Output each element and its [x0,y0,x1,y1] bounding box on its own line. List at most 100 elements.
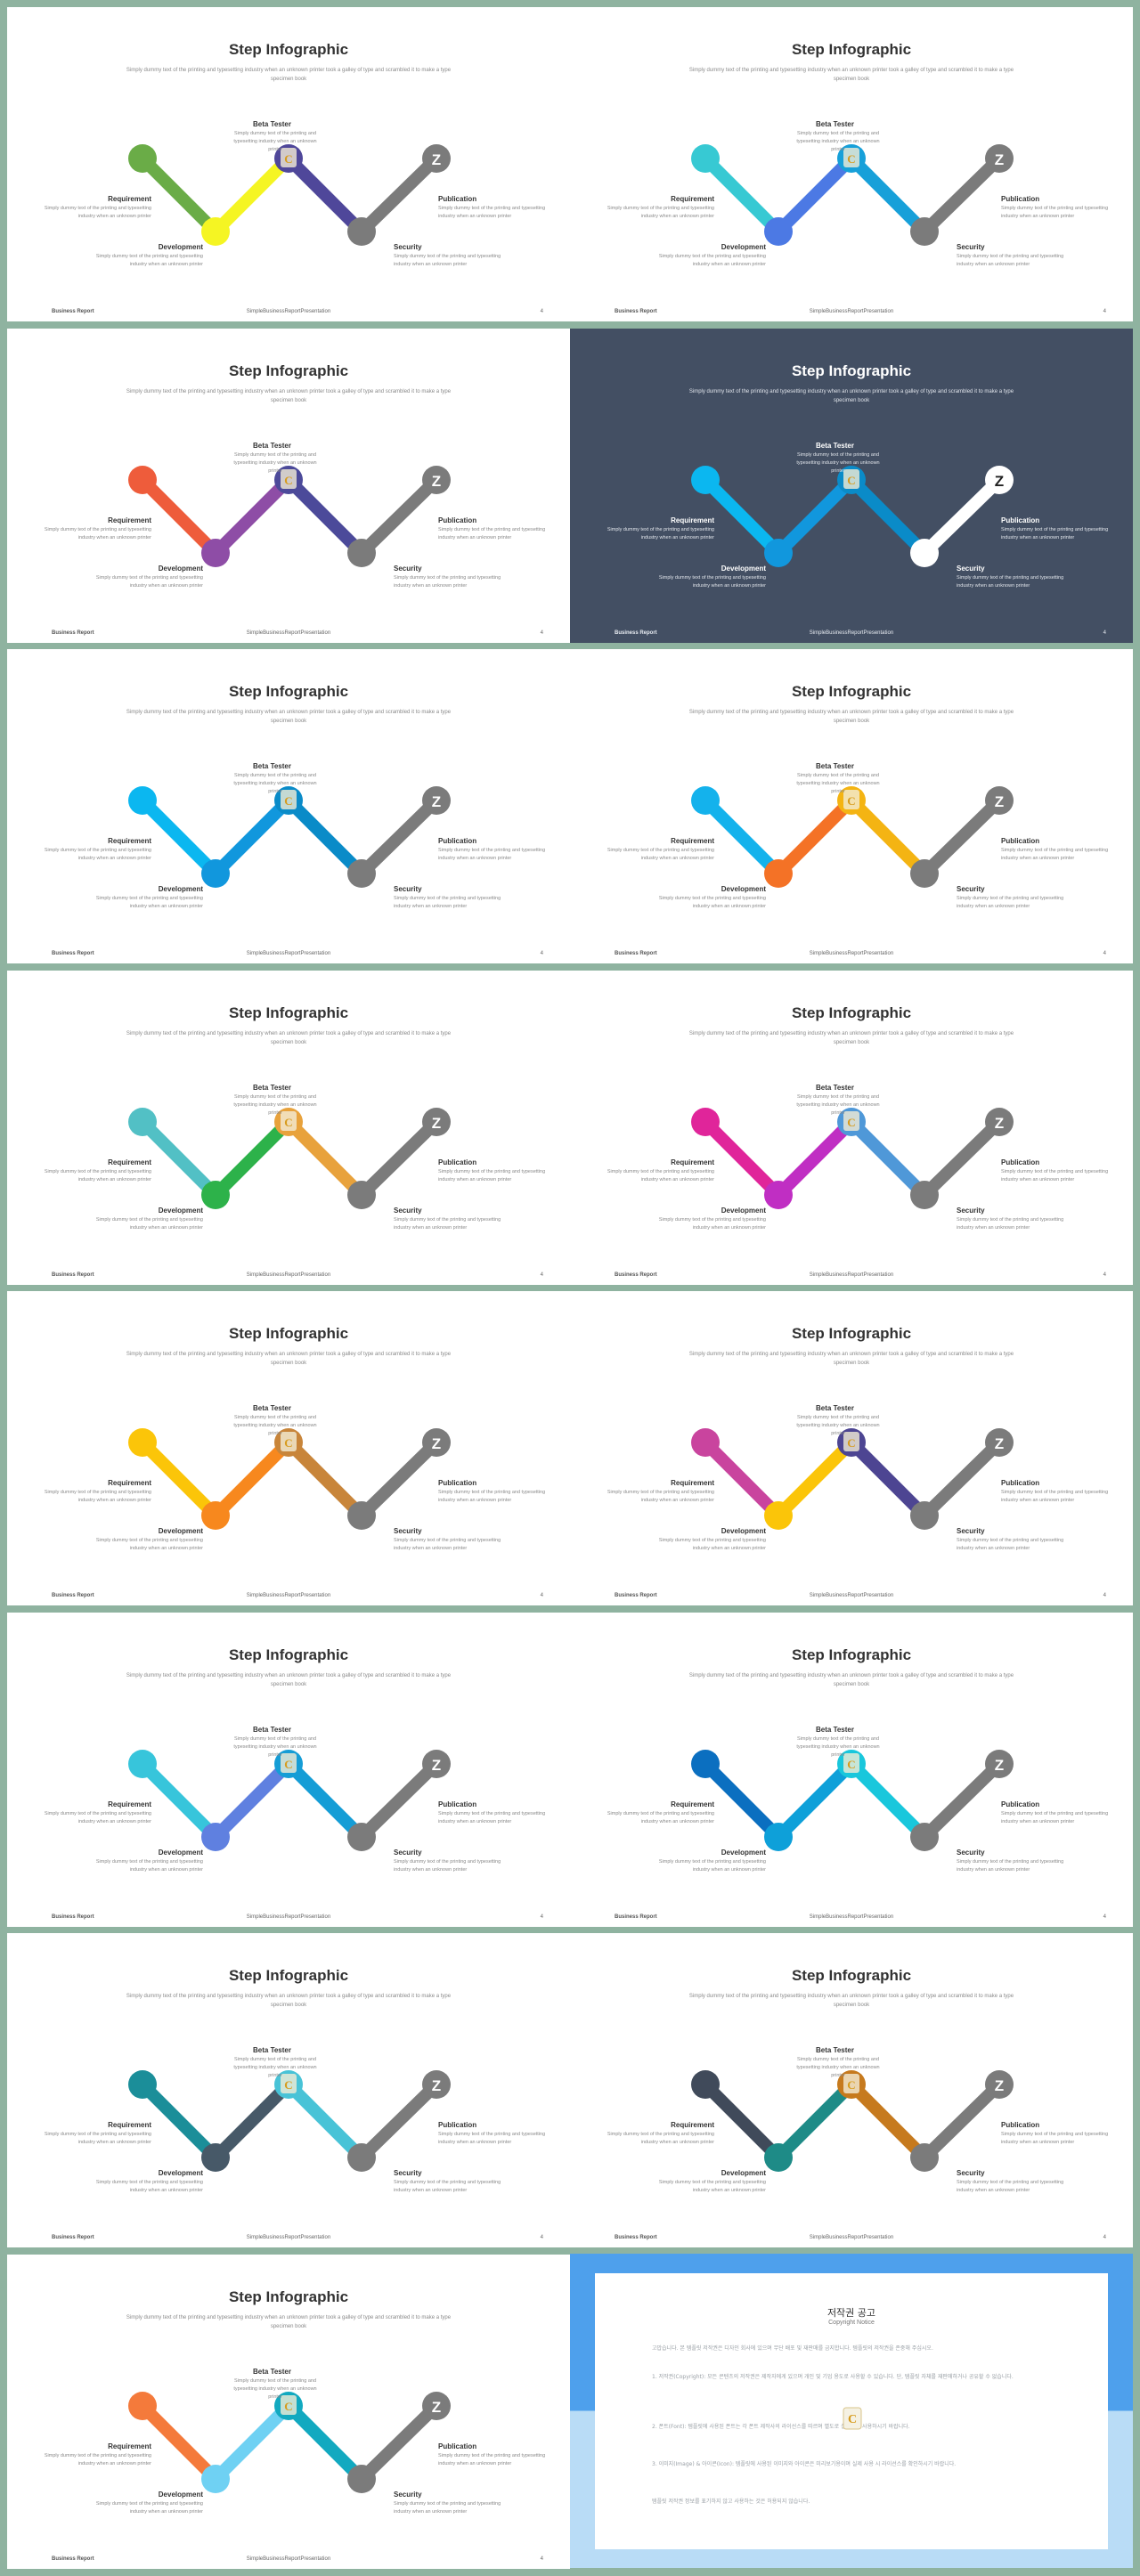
slide-subtitle: Simply dummy text of the printing and ty… [688,388,1014,403]
wave-segment [282,1436,368,1522]
logo-icon: C [284,474,292,487]
step-desc-development: Simply dummy text of the printing and ty… [658,1538,766,1551]
step-desc-requirement: Simply dummy text of the printing and ty… [44,1490,151,1503]
step-desc-publication: Simply dummy text of the printing and ty… [1001,1810,1109,1824]
footer-center: SimpleBusinessReportPresentation [809,1593,894,1598]
step-circle-requirement [691,1107,720,1136]
step-desc-development: Simply dummy text of the printing and ty… [95,2180,203,2193]
step-label-development: Development [158,243,203,251]
logo-badge [281,790,297,809]
wave-segment [699,473,785,559]
slide-title: Step Infographic [791,1646,912,1663]
wave-segment [209,1757,295,1843]
step-circle-requirement [691,1428,720,1457]
step-circle-security [347,217,376,246]
step-label-beta: Beta Tester [253,2367,291,2376]
step-desc-security: Simply dummy text of the printing and ty… [394,1538,501,1551]
footer-title: Business Report [52,1593,94,1598]
step-circle-requirement [128,144,157,173]
logo-icon: C [847,152,855,166]
logo-icon: C [284,1116,292,1129]
step-label-development: Development [721,243,766,251]
step-desc-publication: Simply dummy text of the printing and ty… [1001,1168,1109,1182]
step-desc-security: Simply dummy text of the printing and ty… [394,1216,501,1231]
step-label-publication: Publication [438,1158,477,1166]
wave-segment [209,1115,295,1201]
footer-center: SimpleBusinessReportPresentation [809,1272,894,1278]
slide-title: Step Infographic [228,1967,349,1984]
step-desc-security: Simply dummy text of the printing and ty… [957,1858,1064,1873]
step-label-requirement: Requirement [671,1158,714,1166]
page-number: 4 [540,2556,543,2562]
step-desc-security: Simply dummy text of the printing and ty… [394,254,501,267]
footer-center: SimpleBusinessReportPresentation [246,1593,331,1598]
step-label-security: Security [394,1848,422,1857]
step-label-publication: Publication [1001,516,1040,524]
logo-icon: C [847,2078,855,2092]
step-label-beta: Beta Tester [816,1725,854,1734]
step-desc-requirement: Simply dummy text of the printing and ty… [607,1490,714,1503]
slide: Step Infographic Simply dummy text of the… [7,1933,570,2247]
step-circle-requirement [691,786,720,815]
step-label-security: Security [394,1527,422,1535]
step-label-requirement: Requirement [671,2121,714,2129]
slide-subtitle: Simply dummy text of the printing and ty… [126,710,452,724]
slide-subtitle: Simply dummy text of the printing and ty… [126,68,452,82]
slide: Step Infographic Simply dummy text of the… [7,2254,570,2569]
wave-segment [209,473,295,559]
z-icon: Z [995,1435,1004,1452]
step-label-publication: Publication [1001,1479,1040,1487]
step-circle-security [347,1822,376,1851]
wave-segment [918,1115,1006,1201]
step-circle-publication [422,1107,451,1136]
step-label-beta: Beta Tester [816,2046,854,2054]
wave-segment [282,2399,368,2485]
footer-title: Business Report [615,1272,657,1278]
copyright-card: 저작권 공고 Copyright Notice 고맙습니다. 본 템플릿 저작권… [595,2273,1108,2549]
step-desc-development: Simply dummy text of the printing and ty… [658,896,766,909]
z-icon: Z [995,473,1004,490]
slide: Step Infographic Simply dummy text of the… [570,7,1133,321]
page-number: 4 [1103,309,1106,314]
step-desc-publication: Simply dummy text of the printing and ty… [438,2132,546,2145]
footer-title: Business Report [615,1593,657,1598]
step-desc-security: Simply dummy text of the printing and ty… [957,1538,1064,1551]
step-desc-beta: Simply dummy text of the printing and ty… [233,2057,317,2078]
step-desc-publication: Simply dummy text of the printing and ty… [1001,848,1109,861]
step-label-requirement: Requirement [108,1800,151,1808]
step-label-development: Development [158,2169,203,2177]
z-icon: Z [432,473,441,490]
step-desc-beta: Simply dummy text of the printing and ty… [796,451,880,474]
wave-segment [699,1757,785,1843]
slide-title: Step Infographic [228,1646,349,1663]
step-circle-requirement [128,2391,157,2420]
slide: Step Infographic Simply dummy text of the… [7,1291,570,1605]
logo-badge [843,790,859,809]
step-desc-security: Simply dummy text of the printing and ty… [957,1216,1064,1231]
wave-segment [355,152,443,238]
step-circle-publication [422,1428,451,1457]
logo-badge [281,148,297,167]
wave-segment [136,2078,222,2164]
step-desc-development: Simply dummy text of the printing and ty… [95,254,203,267]
z-icon: Z [432,1757,441,1774]
footer-center: SimpleBusinessReportPresentation [809,309,894,314]
step-desc-beta: Simply dummy text of the printing and ty… [796,1415,880,1436]
step-circle-publication [985,144,1014,173]
slide: Step Infographic Simply dummy text of the… [570,328,1133,643]
step-circle-requirement [691,465,720,494]
step-desc-beta: Simply dummy text of the printing and ty… [796,131,880,152]
step-circle-requirement [128,786,157,815]
step-circle-publication [422,465,451,494]
step-label-security: Security [957,1206,985,1215]
footer-center: SimpleBusinessReportPresentation [246,309,331,314]
slide: Step Infographic Simply dummy text of the… [7,649,570,963]
logo-badge [843,1752,859,1773]
footer-title: Business Report [52,951,94,956]
wave-segment [355,2399,443,2485]
